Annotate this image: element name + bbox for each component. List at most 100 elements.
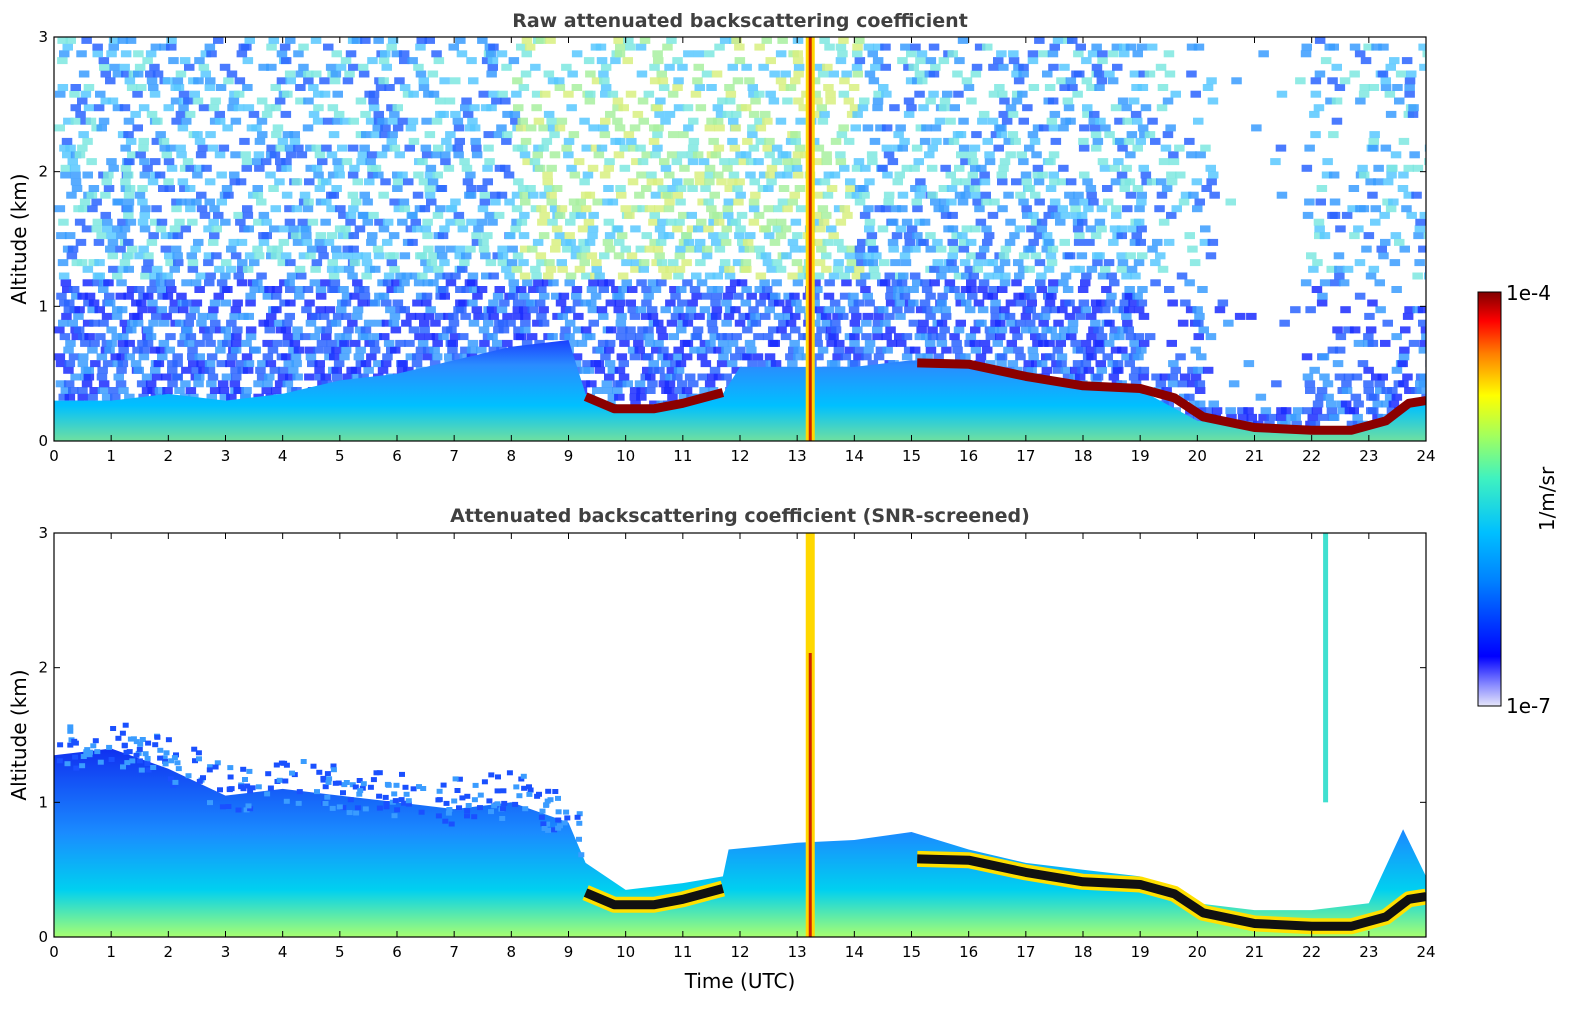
noise-cell: [146, 50, 157, 57]
noise-cell: [67, 252, 78, 259]
noise-cell: [261, 219, 272, 226]
noise-cell: [1098, 158, 1109, 165]
noise-cell: [265, 326, 276, 333]
noise-cell: [266, 145, 277, 152]
noise-cell: [95, 333, 106, 340]
noise-cell: [512, 266, 523, 273]
noise-cell: [1117, 145, 1128, 152]
noise-cell: [85, 293, 96, 300]
noise-cell: [1352, 374, 1363, 381]
noise-cell: [478, 239, 489, 246]
noise-cell: [636, 306, 647, 313]
noise-cell: [1038, 50, 1049, 57]
noise-cell: [864, 300, 875, 307]
noise-cell: [1157, 104, 1168, 111]
noise-cell: [326, 64, 337, 71]
noise-cell: [838, 37, 849, 44]
speckle-cell: [556, 809, 562, 814]
noise-cell: [1068, 320, 1079, 327]
noise-cell: [1097, 205, 1108, 212]
noise-cell: [207, 313, 218, 320]
noise-cell: [883, 199, 894, 206]
noise-cell: [147, 286, 158, 293]
speckle-cell: [478, 793, 484, 798]
noise-cell: [143, 326, 154, 333]
noise-cell: [1026, 293, 1037, 300]
noise-cell: [133, 71, 144, 78]
noise-cell: [433, 266, 444, 273]
noise-cell: [77, 98, 88, 105]
noise-cell: [1064, 300, 1075, 307]
noise-cell: [507, 259, 518, 266]
noise-cell: [1117, 225, 1128, 232]
noise-cell: [1005, 239, 1016, 246]
noise-cell: [315, 151, 326, 158]
noise-cell: [788, 199, 799, 206]
speckle-cell: [542, 826, 548, 831]
noise-cell: [674, 219, 685, 226]
noise-cell: [941, 313, 952, 320]
noise-cell: [143, 259, 154, 266]
noise-cell: [1154, 205, 1165, 212]
noise-cell: [313, 347, 324, 354]
noise-cell: [899, 138, 910, 145]
noise-cell: [425, 192, 436, 199]
noise-cell: [1206, 333, 1217, 340]
noise-cell: [348, 145, 359, 152]
noise-cell: [726, 286, 737, 293]
noise-cell: [108, 387, 119, 394]
noise-cell: [981, 225, 992, 232]
noise-cell: [521, 71, 532, 78]
noise-cell: [361, 252, 372, 259]
noise-cell: [746, 293, 757, 300]
speckle-cell: [404, 792, 410, 797]
noise-cell: [377, 151, 388, 158]
noise-cell: [547, 333, 558, 340]
noise-cell: [426, 199, 437, 206]
noise-cell: [714, 219, 725, 226]
noise-cell: [483, 178, 494, 185]
noise-cell: [263, 353, 274, 360]
noise-cell: [566, 273, 577, 280]
noise-cell: [1388, 199, 1399, 206]
noise-cell: [900, 44, 911, 51]
noise-cell: [138, 145, 149, 152]
noise-cell: [390, 347, 401, 354]
noise-cell: [300, 333, 311, 340]
noise-cell: [1028, 353, 1039, 360]
noise-cell: [496, 124, 507, 131]
noise-cell: [279, 239, 290, 246]
noise-cell: [307, 246, 318, 253]
noise-cell: [721, 239, 732, 246]
noise-cell: [265, 172, 276, 179]
noise-cell: [422, 293, 433, 300]
noise-cell: [698, 374, 709, 381]
noise-cell: [140, 172, 151, 179]
noise-cell: [1065, 313, 1076, 320]
noise-cell: [1419, 64, 1430, 71]
noise-cell: [637, 71, 648, 78]
noise-cell: [623, 57, 634, 64]
speckle-cell: [374, 770, 380, 775]
x-tick-label: 11: [673, 447, 692, 465]
noise-cell: [1048, 286, 1059, 293]
noise-cell: [997, 172, 1008, 179]
noise-cell: [440, 158, 451, 165]
noise-cell: [348, 205, 359, 212]
noise-cell: [641, 286, 652, 293]
noise-cell: [528, 192, 539, 199]
noise-cell: [193, 239, 204, 246]
noise-cell: [683, 50, 694, 57]
noise-cell: [864, 44, 875, 51]
noise-cell: [178, 124, 189, 131]
noise-cell: [176, 71, 187, 78]
speckle-cell: [94, 749, 100, 754]
noise-cell: [262, 387, 273, 394]
noise-cell: [940, 165, 951, 172]
noise-cell: [363, 367, 374, 374]
noise-cell: [937, 320, 948, 327]
noise-cell: [120, 259, 131, 266]
noise-cell: [380, 50, 391, 57]
noise-cell: [1332, 118, 1343, 125]
noise-cell: [635, 145, 646, 152]
